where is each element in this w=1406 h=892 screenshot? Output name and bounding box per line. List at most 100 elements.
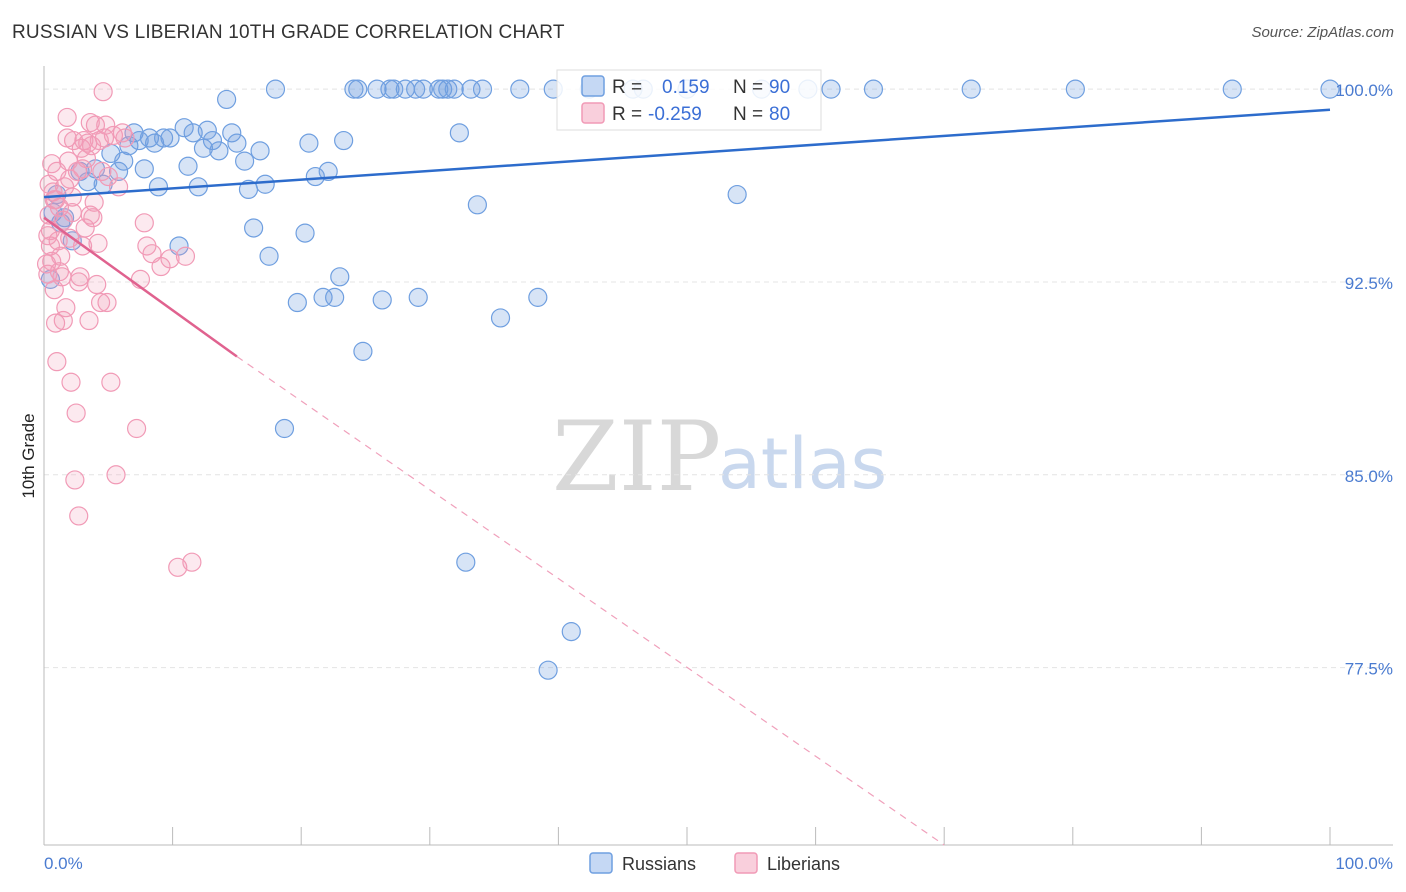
legend-r-value-liberians: -0.259: [648, 104, 702, 125]
liberians-point: [61, 372, 81, 392]
russians-point: [108, 161, 129, 182]
liberians-point: [76, 148, 97, 169]
russians-point: [467, 195, 487, 215]
russians-point: [209, 141, 229, 161]
liberians-point: [72, 159, 93, 179]
russians-point: [510, 79, 530, 99]
liberians-point: [168, 557, 188, 577]
russians-point: [235, 151, 255, 171]
liberians-points: [36, 82, 202, 577]
liberians-point: [112, 123, 133, 143]
russians-point: [299, 133, 319, 153]
liberians-point: [42, 154, 62, 174]
legend-r-value-russians: 0.159: [662, 77, 710, 98]
liberians-point: [39, 174, 59, 194]
russians-point: [444, 79, 464, 99]
russians-point: [406, 79, 426, 99]
russians-point: [372, 290, 392, 310]
russians-point: [330, 267, 350, 287]
russians-point: [139, 128, 160, 148]
liberians-trend-line: [43, 216, 238, 358]
russians-point: [134, 159, 154, 179]
russians-point: [561, 622, 581, 642]
liberians-point: [63, 130, 84, 151]
russians-point: [255, 174, 275, 194]
liberians-point: [134, 213, 154, 233]
russians-point: [274, 418, 295, 439]
russians-point: [178, 156, 198, 176]
russians-point: [295, 223, 315, 243]
russians-point: [353, 341, 373, 361]
bottom-legend-swatch-liberians: [734, 852, 758, 874]
y-tick-labels: 100.0% 92.5% 85.0% 77.5%: [1335, 81, 1393, 678]
liberians-point: [101, 372, 121, 392]
y-tick-label: 85.0%: [1345, 467, 1393, 486]
liberians-point: [47, 352, 67, 372]
russians-point: [413, 79, 433, 99]
liberians-point: [83, 208, 103, 228]
watermark-zip: ZIP: [552, 401, 721, 513]
russians-point: [183, 123, 203, 143]
russians-point: [1065, 79, 1085, 99]
russians-points: [40, 79, 1340, 680]
legend-r-label-liberians: R =: [612, 104, 642, 125]
liberians-point: [97, 292, 117, 313]
russians-point: [325, 287, 345, 307]
russians-point: [961, 79, 981, 99]
liberians-point: [66, 403, 86, 423]
liberians-point: [51, 246, 71, 266]
russians-point: [227, 133, 247, 153]
russians-point: [114, 151, 134, 171]
legend-n-value-russians: 90: [769, 77, 790, 98]
russians-point: [433, 79, 453, 99]
russians-point: [348, 79, 368, 99]
liberians-point: [126, 418, 147, 439]
russians-point: [287, 292, 307, 313]
gridlines: [44, 88, 1393, 669]
liberians-point: [80, 205, 100, 225]
russians-point: [863, 79, 884, 99]
legend-swatch-liberians: [581, 102, 605, 124]
liberians-point: [175, 246, 196, 266]
bottom-legend-russians: Russians: [622, 854, 696, 874]
liberians-point: [106, 465, 126, 485]
liberians-point: [115, 128, 135, 148]
liberians-point: [90, 292, 111, 313]
liberians-point: [96, 115, 116, 135]
legend-r-label-russians: R =: [612, 77, 642, 98]
russians-point: [490, 308, 511, 328]
bottom-legend: Russians Liberians: [589, 852, 840, 874]
x-tick-label-max: 100.0%: [1335, 854, 1393, 873]
russians-point: [217, 89, 237, 110]
trend-lines: [43, 108, 1331, 846]
russians-point: [244, 218, 264, 238]
watermark-atlas: atlas: [718, 423, 887, 505]
russians-point: [456, 552, 476, 572]
russians-point: [259, 246, 279, 266]
liberians-point: [69, 272, 89, 292]
russians-point: [160, 128, 180, 148]
liberians-point: [40, 236, 61, 256]
russians-point: [528, 287, 548, 307]
russians-point: [153, 128, 174, 148]
russians-point: [334, 130, 354, 151]
russians-point: [408, 287, 428, 307]
russians-point: [472, 79, 493, 99]
liberians-trend-extension: [236, 356, 945, 846]
russians-point: [449, 123, 469, 143]
liberians-point: [93, 82, 113, 102]
bottom-legend-swatch-russians: [589, 852, 613, 874]
russians-trend-line: [43, 108, 1331, 199]
liberians-point: [88, 233, 108, 253]
russians-point: [1320, 79, 1340, 99]
legend: R = 0.159 N = 90 R = -0.259 N = 80: [556, 69, 822, 131]
y-tick-label: 92.5%: [1345, 274, 1393, 293]
liberians-point: [98, 166, 118, 187]
axes: [43, 66, 1393, 846]
russians-point: [250, 141, 270, 161]
bottom-legend-liberians: Liberians: [767, 854, 840, 874]
russians-point: [197, 120, 217, 140]
russians-point: [821, 79, 841, 99]
liberians-point: [45, 313, 66, 333]
